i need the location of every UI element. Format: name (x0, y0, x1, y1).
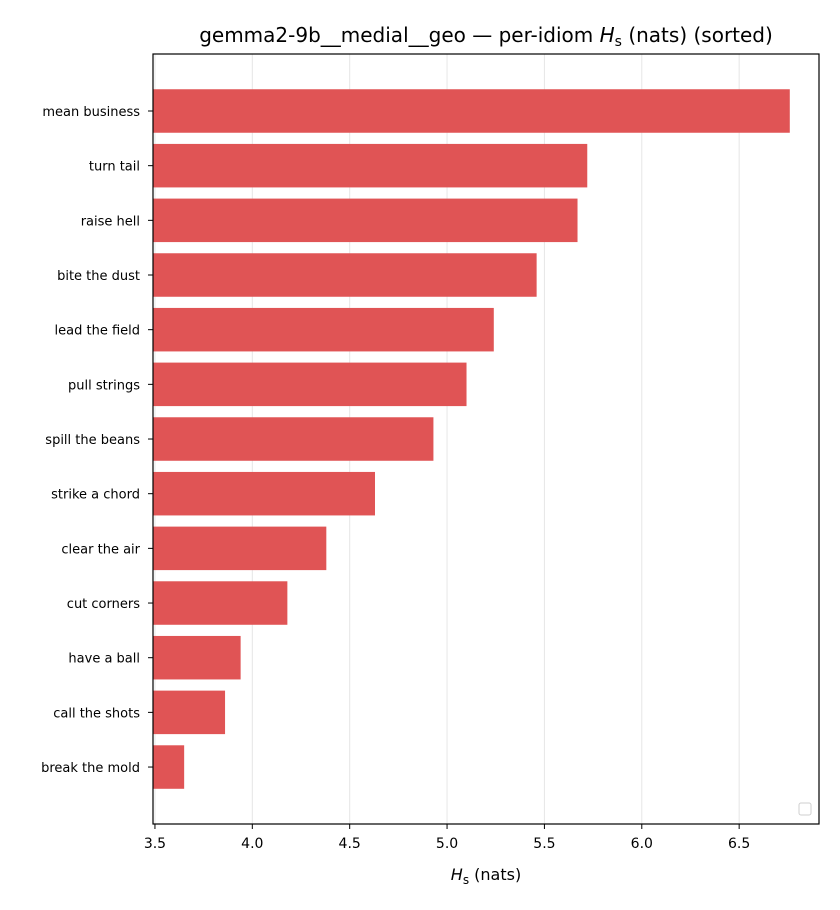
x-tick-label: 4.0 (241, 836, 263, 852)
y-tick-label: turn tail (89, 160, 140, 175)
y-tick-label: break the mold (41, 761, 140, 776)
chart-title: gemma2-9b__medial__geo — per-idiom Hs (n… (199, 23, 773, 50)
x-tick-label: 3.5 (144, 836, 166, 852)
x-tick-label: 6.5 (728, 836, 750, 852)
y-tick-label: call the shots (53, 706, 140, 721)
legend-box (798, 802, 812, 816)
plot-frame (152, 53, 820, 825)
y-tick-label: have a ball (68, 652, 140, 667)
y-tick-label: mean business (42, 105, 140, 120)
bar (153, 362, 467, 407)
y-tick-label: raise hell (81, 214, 140, 229)
bar (153, 690, 226, 735)
bar (153, 745, 185, 789)
bar (153, 635, 241, 680)
y-tick-label: pull strings (68, 378, 140, 393)
y-tick-label: spill the beans (45, 433, 140, 448)
x-tick-label: 4.5 (339, 836, 361, 852)
bar (153, 526, 327, 571)
x-tick-label: 6.0 (631, 836, 653, 852)
y-tick-label: cut corners (67, 597, 140, 612)
x-tick-layer: 3.5 4.0 4.5 5.0 5.5 6.0 6.5 (144, 824, 750, 852)
bar (153, 471, 375, 516)
bar (153, 581, 288, 625)
bar-layer (153, 89, 790, 789)
bar (153, 198, 578, 243)
y-tick-label: clear the air (61, 542, 140, 557)
bar (153, 89, 790, 133)
title-symbol: H (600, 23, 615, 47)
y-tick-label: lead the field (55, 324, 140, 339)
title-subscript: s (615, 34, 622, 50)
title-suffix: (nats) (sorted) (622, 23, 773, 47)
x-axis-label: Hs (nats) (451, 865, 521, 887)
y-tick-label: bite the dust (57, 269, 140, 284)
x-tick-label: 5.5 (533, 836, 555, 852)
x-tick-label: 5.0 (436, 836, 458, 852)
y-tick-label: strike a chord (51, 488, 140, 503)
bar (153, 417, 434, 461)
bar (153, 307, 494, 352)
y-tick-layer: mean business turn tail raise hell bite the… (41, 105, 153, 776)
xlabel-symbol: H (451, 865, 463, 884)
xlabel-subscript: s (463, 873, 469, 887)
bar (153, 143, 588, 188)
bar (153, 253, 537, 297)
xlabel-suffix: (nats) (469, 865, 521, 884)
title-prefix: gemma2-9b__medial__geo — per-idiom (199, 23, 599, 47)
